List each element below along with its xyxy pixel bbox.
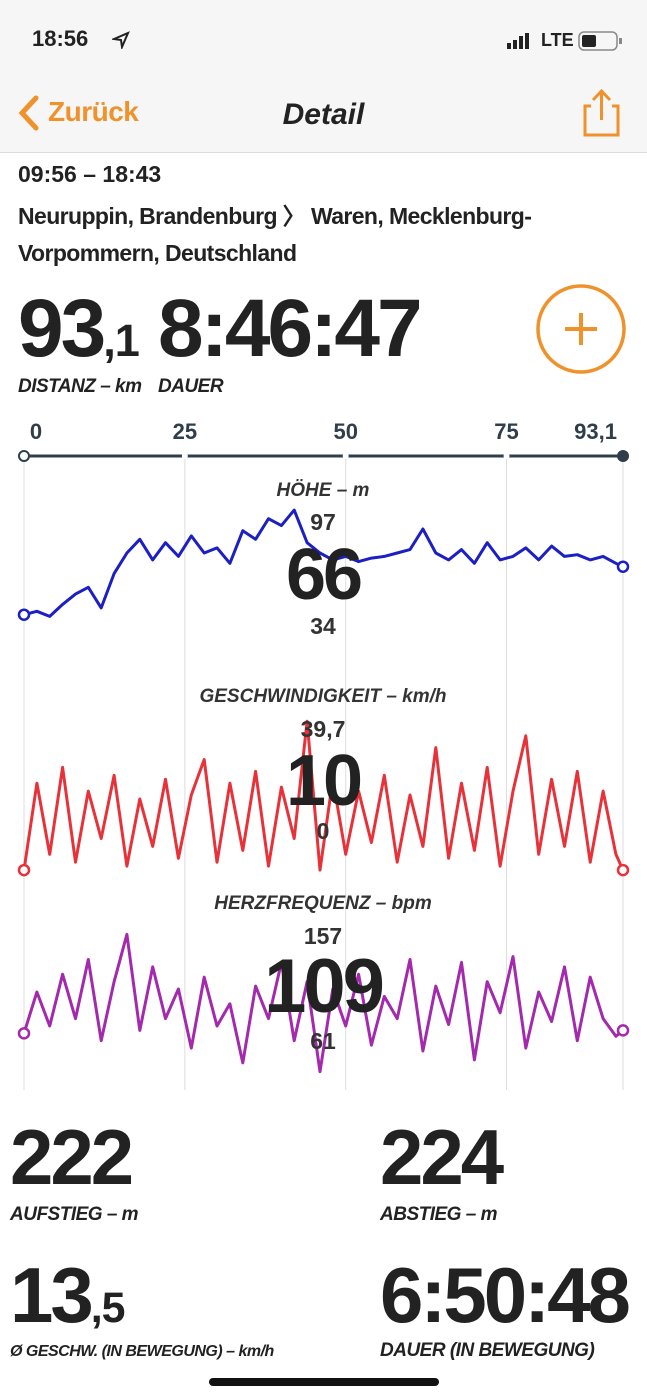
min-label: 0: [317, 818, 330, 844]
stat-label: DAUER (IN BEWEGUNG): [380, 1340, 595, 1361]
series-line: [22, 932, 624, 1074]
chart-title: HÖHE – m: [277, 480, 370, 501]
nav-title: Detail: [282, 98, 365, 131]
series-line: [23, 508, 624, 618]
x-tick-label: 75: [494, 419, 518, 444]
back-chevron[interactable]: [14, 95, 44, 131]
axis-tick: [617, 450, 629, 462]
back-button[interactable]: Zurück: [48, 96, 139, 127]
header-bg: [0, 0, 647, 153]
axis-tick: [181, 453, 188, 459]
max-label: 97: [310, 509, 336, 535]
end-point: [616, 560, 630, 573]
avg-label: 10,6: [286, 741, 361, 821]
clock: 18:56: [32, 26, 89, 51]
signal-icon: [507, 33, 529, 49]
axis-tick: [18, 450, 30, 462]
distance-value: 93,1: [18, 283, 140, 374]
x-tick-label: 25: [173, 419, 197, 444]
battery-icon: [578, 31, 622, 51]
end-point: [616, 863, 630, 877]
network: LTE: [541, 30, 574, 50]
avg-label: 66: [286, 535, 361, 615]
stat-value: 13,5: [10, 1251, 126, 1339]
end-point: [616, 1024, 630, 1037]
distance-label: DISTANZ – km: [18, 376, 142, 397]
x-tick-label: 0: [30, 419, 42, 444]
axis-tick: [342, 453, 349, 459]
duration-value: 8:46:47: [158, 283, 423, 374]
min-label: 34: [310, 613, 336, 639]
route: Neuruppin, Brandenburg 〉 Waren, Mecklenb…: [18, 203, 532, 266]
avg-label: 109: [264, 944, 383, 1029]
chart-title: GESCHWINDIGKEIT – km/h: [199, 686, 446, 707]
stat-value: 224: [380, 1113, 504, 1201]
min-label: 61: [310, 1028, 336, 1054]
time-range: 09:56 – 18:43: [18, 161, 162, 187]
stat-label: AUFSTIEG – m: [10, 1204, 139, 1225]
x-tick-label: 50: [333, 419, 357, 444]
stat-value: 6:50:48: [380, 1251, 631, 1339]
end-point: [17, 863, 31, 877]
add-button[interactable]: [535, 283, 627, 375]
home-indicator: [209, 1378, 439, 1386]
stat-label: Ø GESCHW. (IN BEWEGUNG) – km/h: [10, 1343, 274, 1360]
end-point: [17, 1027, 31, 1040]
series-line: [22, 719, 625, 872]
max-label: 157: [304, 923, 342, 949]
max-label: 39,7: [301, 716, 346, 742]
axis-tick: [503, 453, 510, 459]
stat-label: ABSTIEG – m: [380, 1204, 497, 1225]
duration-label: DAUER: [158, 376, 224, 397]
location-icon: [112, 31, 130, 49]
end-point: [17, 608, 31, 621]
share-button[interactable]: [582, 88, 622, 138]
x-tick-label: 93,1: [574, 419, 617, 444]
chart-title: HERZFREQUENZ – bpm: [214, 893, 432, 914]
stat-value: 222: [10, 1113, 134, 1201]
